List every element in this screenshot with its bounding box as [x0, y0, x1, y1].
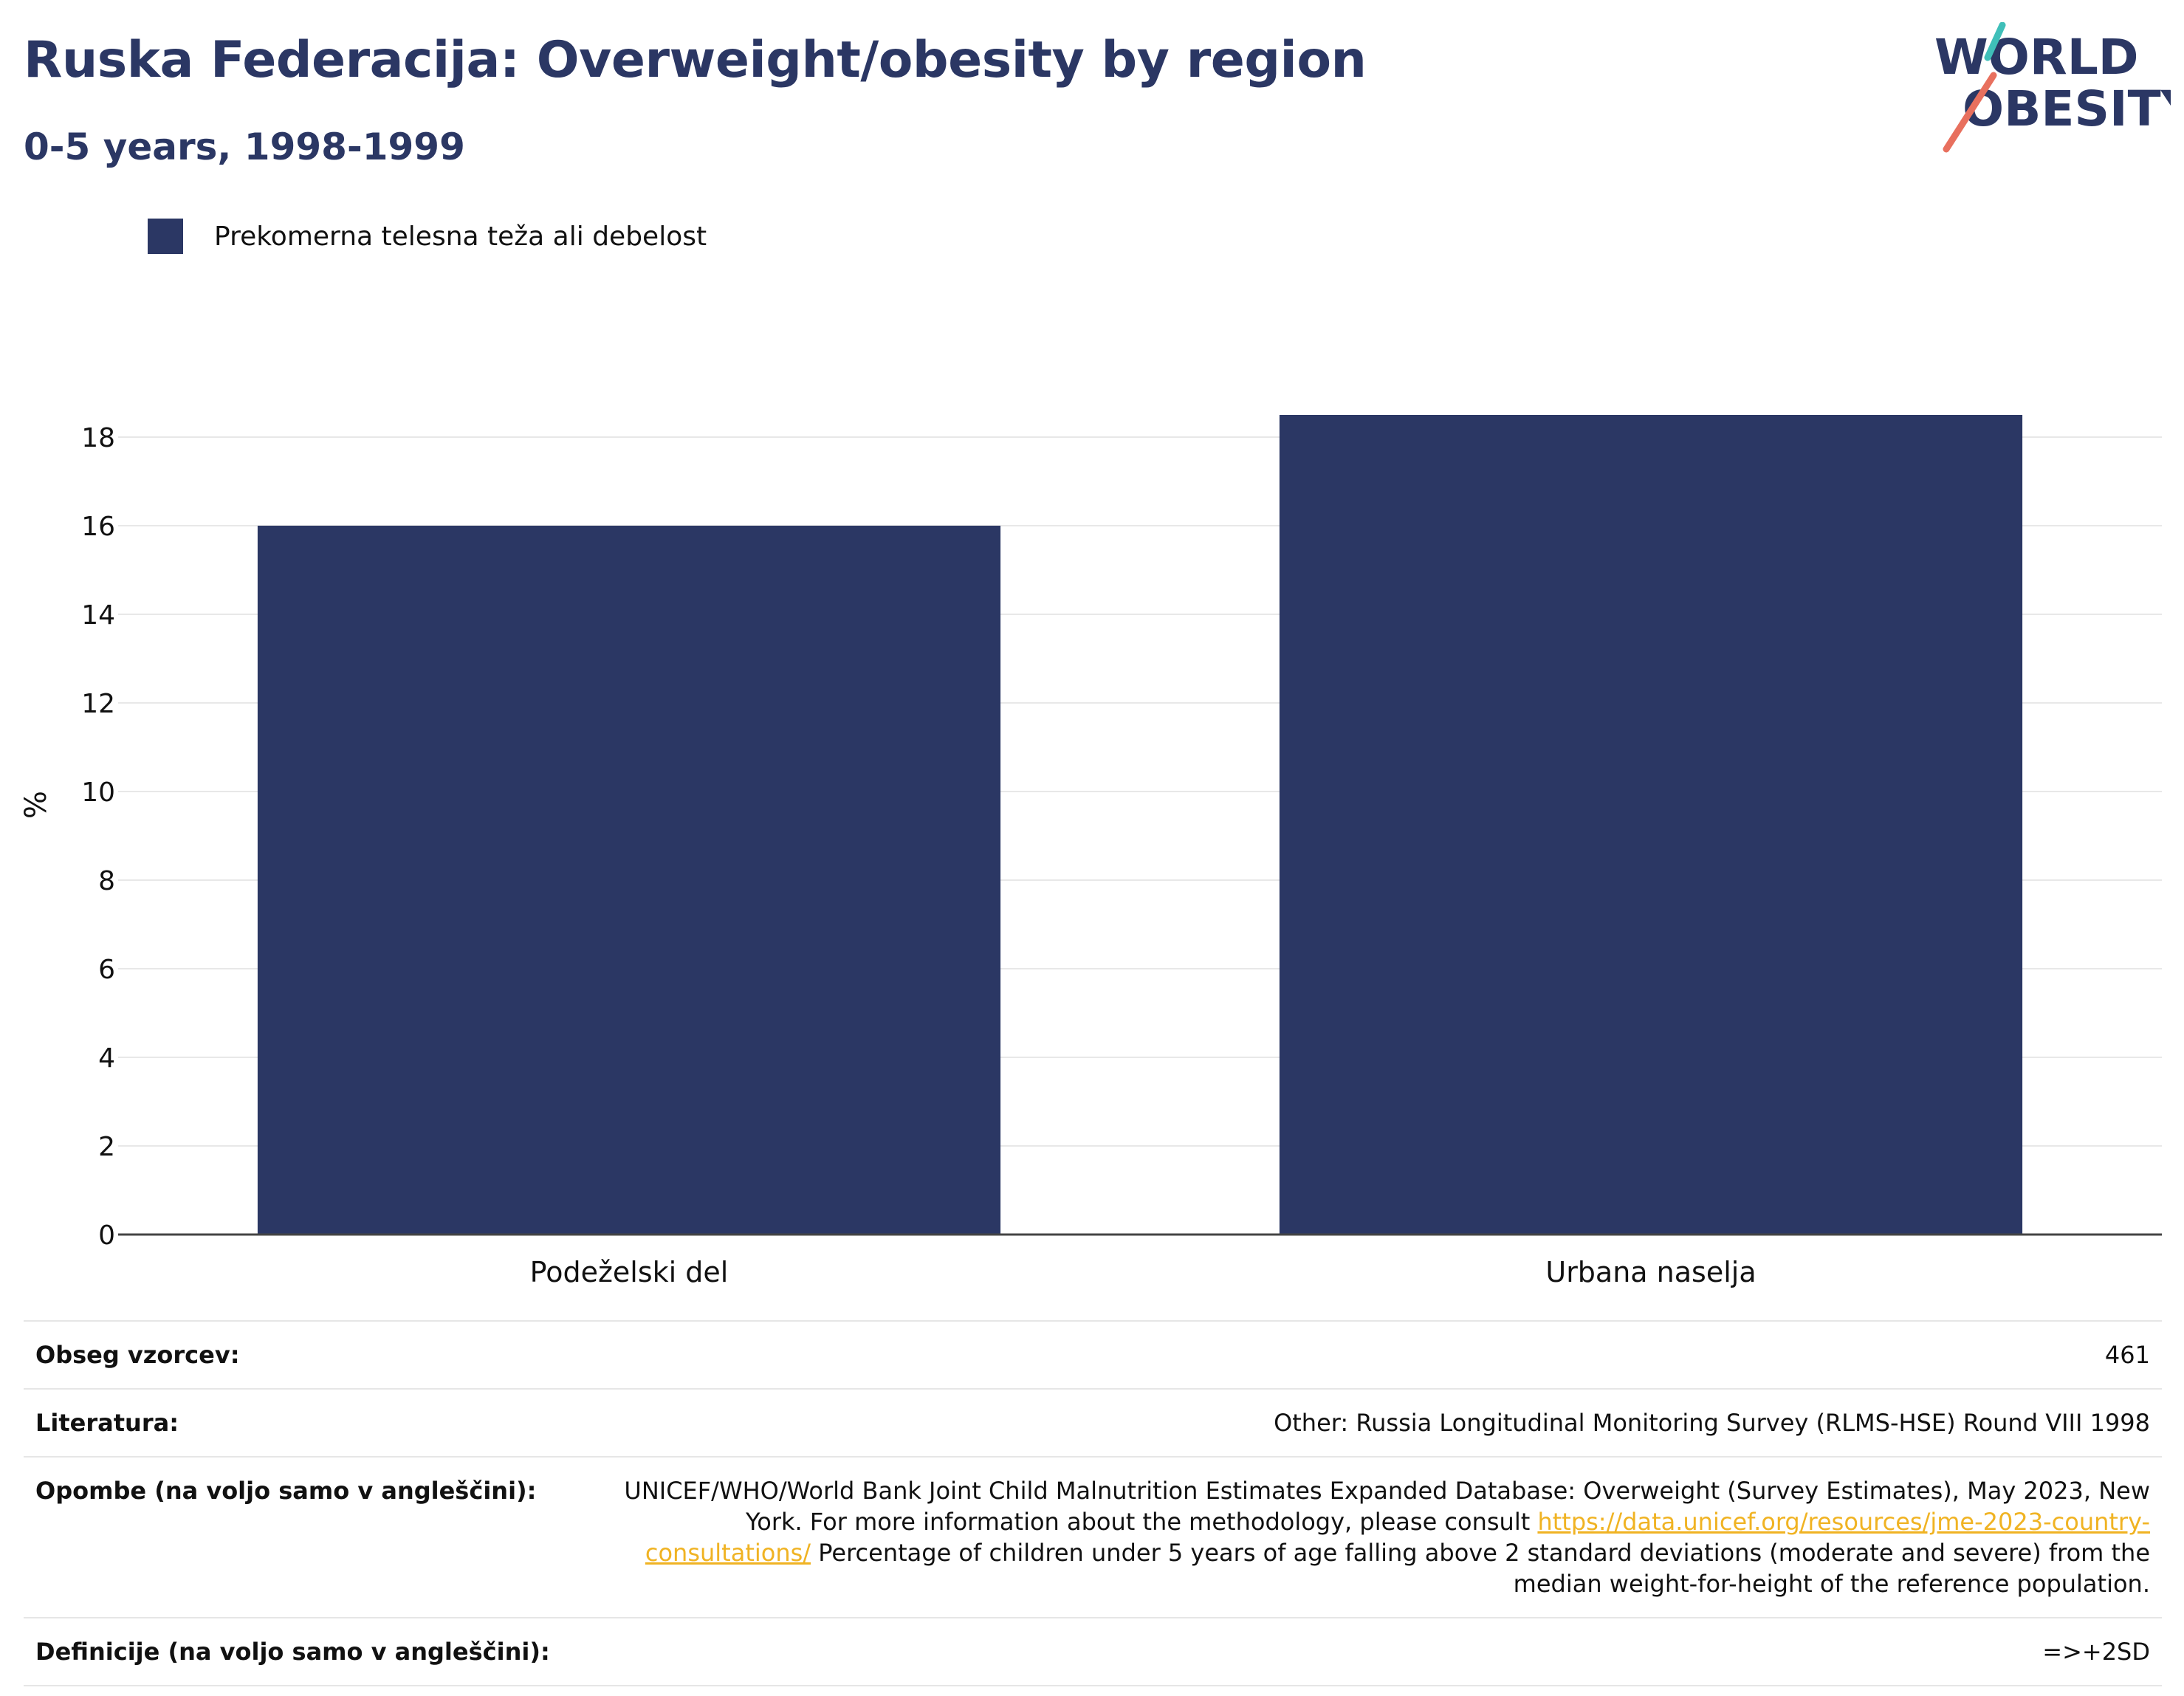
sample-size-label: Obseg vzorcev: — [35, 1341, 240, 1369]
notes-link[interactable]: https://data.unicef.org/resources/jme-20… — [645, 1508, 2150, 1567]
y-tick-label: 2 — [98, 1132, 115, 1162]
x-tick-labels: Podeželski del Urbana naselja — [530, 1256, 1757, 1288]
bars — [257, 415, 2023, 1235]
literature-value: Other: Russia Longitudinal Monitoring Su… — [1274, 1409, 2150, 1437]
bar-chart: 0 2 4 6 8 10 12 14 16 18 Podeželski del Urbana nas… — [19, 415, 2162, 1288]
notes-text-1: UNICEF/WHO/World Bank Joint Child Malnut… — [624, 1477, 2150, 1536]
y-tick-label: 4 — [98, 1043, 115, 1074]
notes-value: UNICEF/WHO/World Bank Joint Child Malnut… — [597, 1475, 2150, 1599]
y-tick-label: 8 — [98, 866, 115, 896]
y-axis-label: % — [19, 791, 53, 819]
y-tick-label: 6 — [98, 955, 115, 985]
definitions-value: =>+2SD — [2042, 1638, 2150, 1666]
info-table: Obseg vzorcev: 461 Literatura: Other: Ru… — [24, 1320, 2162, 1686]
info-row-sample-size: Obseg vzorcev: 461 — [24, 1320, 2162, 1388]
logo-word-obesity: OBESITY — [1962, 80, 2171, 137]
y-tick-label: 10 — [81, 777, 115, 808]
y-tick-label: 14 — [81, 600, 115, 631]
bar — [1279, 415, 2023, 1235]
page-subtitle: 0-5 years, 1998-1999 — [24, 126, 465, 168]
page-title: Ruska Federacija: Overweight/obesity by … — [24, 31, 1367, 89]
y-tick-label: 16 — [81, 512, 115, 542]
legend-label: Prekomerna telesna teža ali debelost — [214, 221, 707, 252]
y-tick-label: 12 — [81, 689, 115, 719]
legend-swatch — [148, 219, 183, 254]
info-row-notes: Opombe (na voljo samo v angleščini): UNI… — [24, 1456, 2162, 1617]
sample-size-value: 461 — [2104, 1341, 2150, 1369]
literature-label: Literatura: — [35, 1409, 179, 1437]
info-row-definitions: Definicije (na voljo samo v angleščini):… — [24, 1617, 2162, 1686]
info-row-literature: Literatura: Other: Russia Longitudinal M… — [24, 1388, 2162, 1456]
bar — [257, 526, 1001, 1235]
definitions-label: Definicije (na voljo samo v angleščini): — [35, 1638, 550, 1666]
x-tick-label: Urbana naselja — [1545, 1256, 1756, 1288]
notes-text-2: Percentage of children under 5 years of … — [811, 1539, 2150, 1598]
x-tick-label: Podeželski del — [530, 1256, 729, 1288]
logo-slash-teal — [1984, 22, 2006, 61]
notes-label: Opombe (na voljo samo v angleščini): — [35, 1477, 537, 1505]
y-tick-label: 18 — [81, 423, 115, 453]
y-tick-label: 0 — [98, 1220, 115, 1251]
logo-slash-coral — [1943, 72, 1997, 153]
y-tick-labels: 0 2 4 6 8 10 12 14 16 18 — [81, 423, 115, 1251]
world-obesity-logo: WORLD OBESITY — [1934, 22, 2171, 153]
logo-word-world: WORLD — [1934, 29, 2139, 86]
legend[interactable]: Prekomerna telesna teža ali debelost — [148, 219, 707, 254]
